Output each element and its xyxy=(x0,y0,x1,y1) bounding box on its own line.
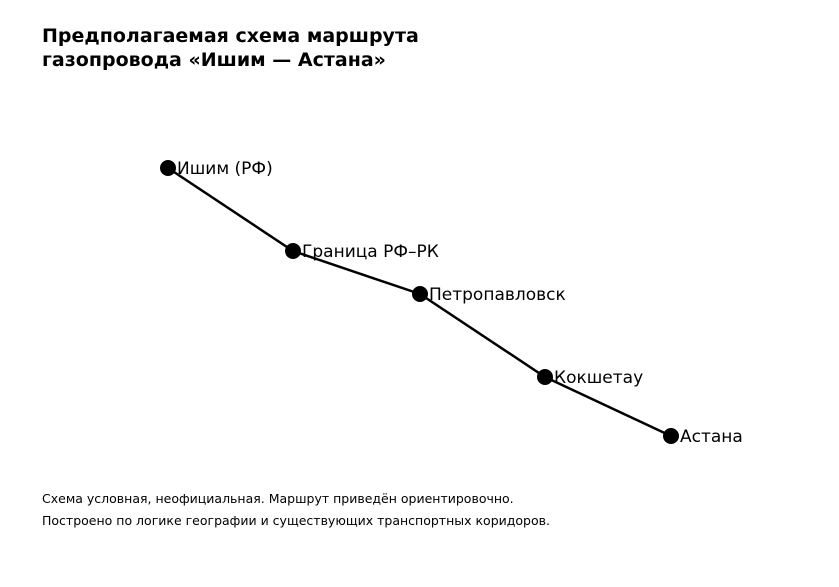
route-node-label: Астана xyxy=(680,427,743,447)
route-line xyxy=(167,166,672,438)
route-node-label: Граница РФ–РК xyxy=(302,242,439,262)
diagram-title: Предполагаемая схема маршрута газопровод… xyxy=(42,24,419,72)
route-node xyxy=(160,160,176,176)
title-line-2: газопровода «Ишим — Астана» xyxy=(42,49,386,71)
route-node-label: Петропавловск xyxy=(429,285,566,305)
route-node xyxy=(663,428,679,444)
route-node-label: Ишим (РФ) xyxy=(177,159,273,179)
route-node xyxy=(285,243,301,259)
note-line-1: Схема условная, неофициальная. Маршрут п… xyxy=(42,491,514,506)
title-line-1: Предполагаемая схема маршрута xyxy=(42,25,419,47)
route-node xyxy=(537,369,553,385)
note-line-2: Построено по логике географии и существу… xyxy=(42,513,550,528)
route-node xyxy=(412,286,428,302)
route-node-label: Кокшетау xyxy=(554,368,643,388)
